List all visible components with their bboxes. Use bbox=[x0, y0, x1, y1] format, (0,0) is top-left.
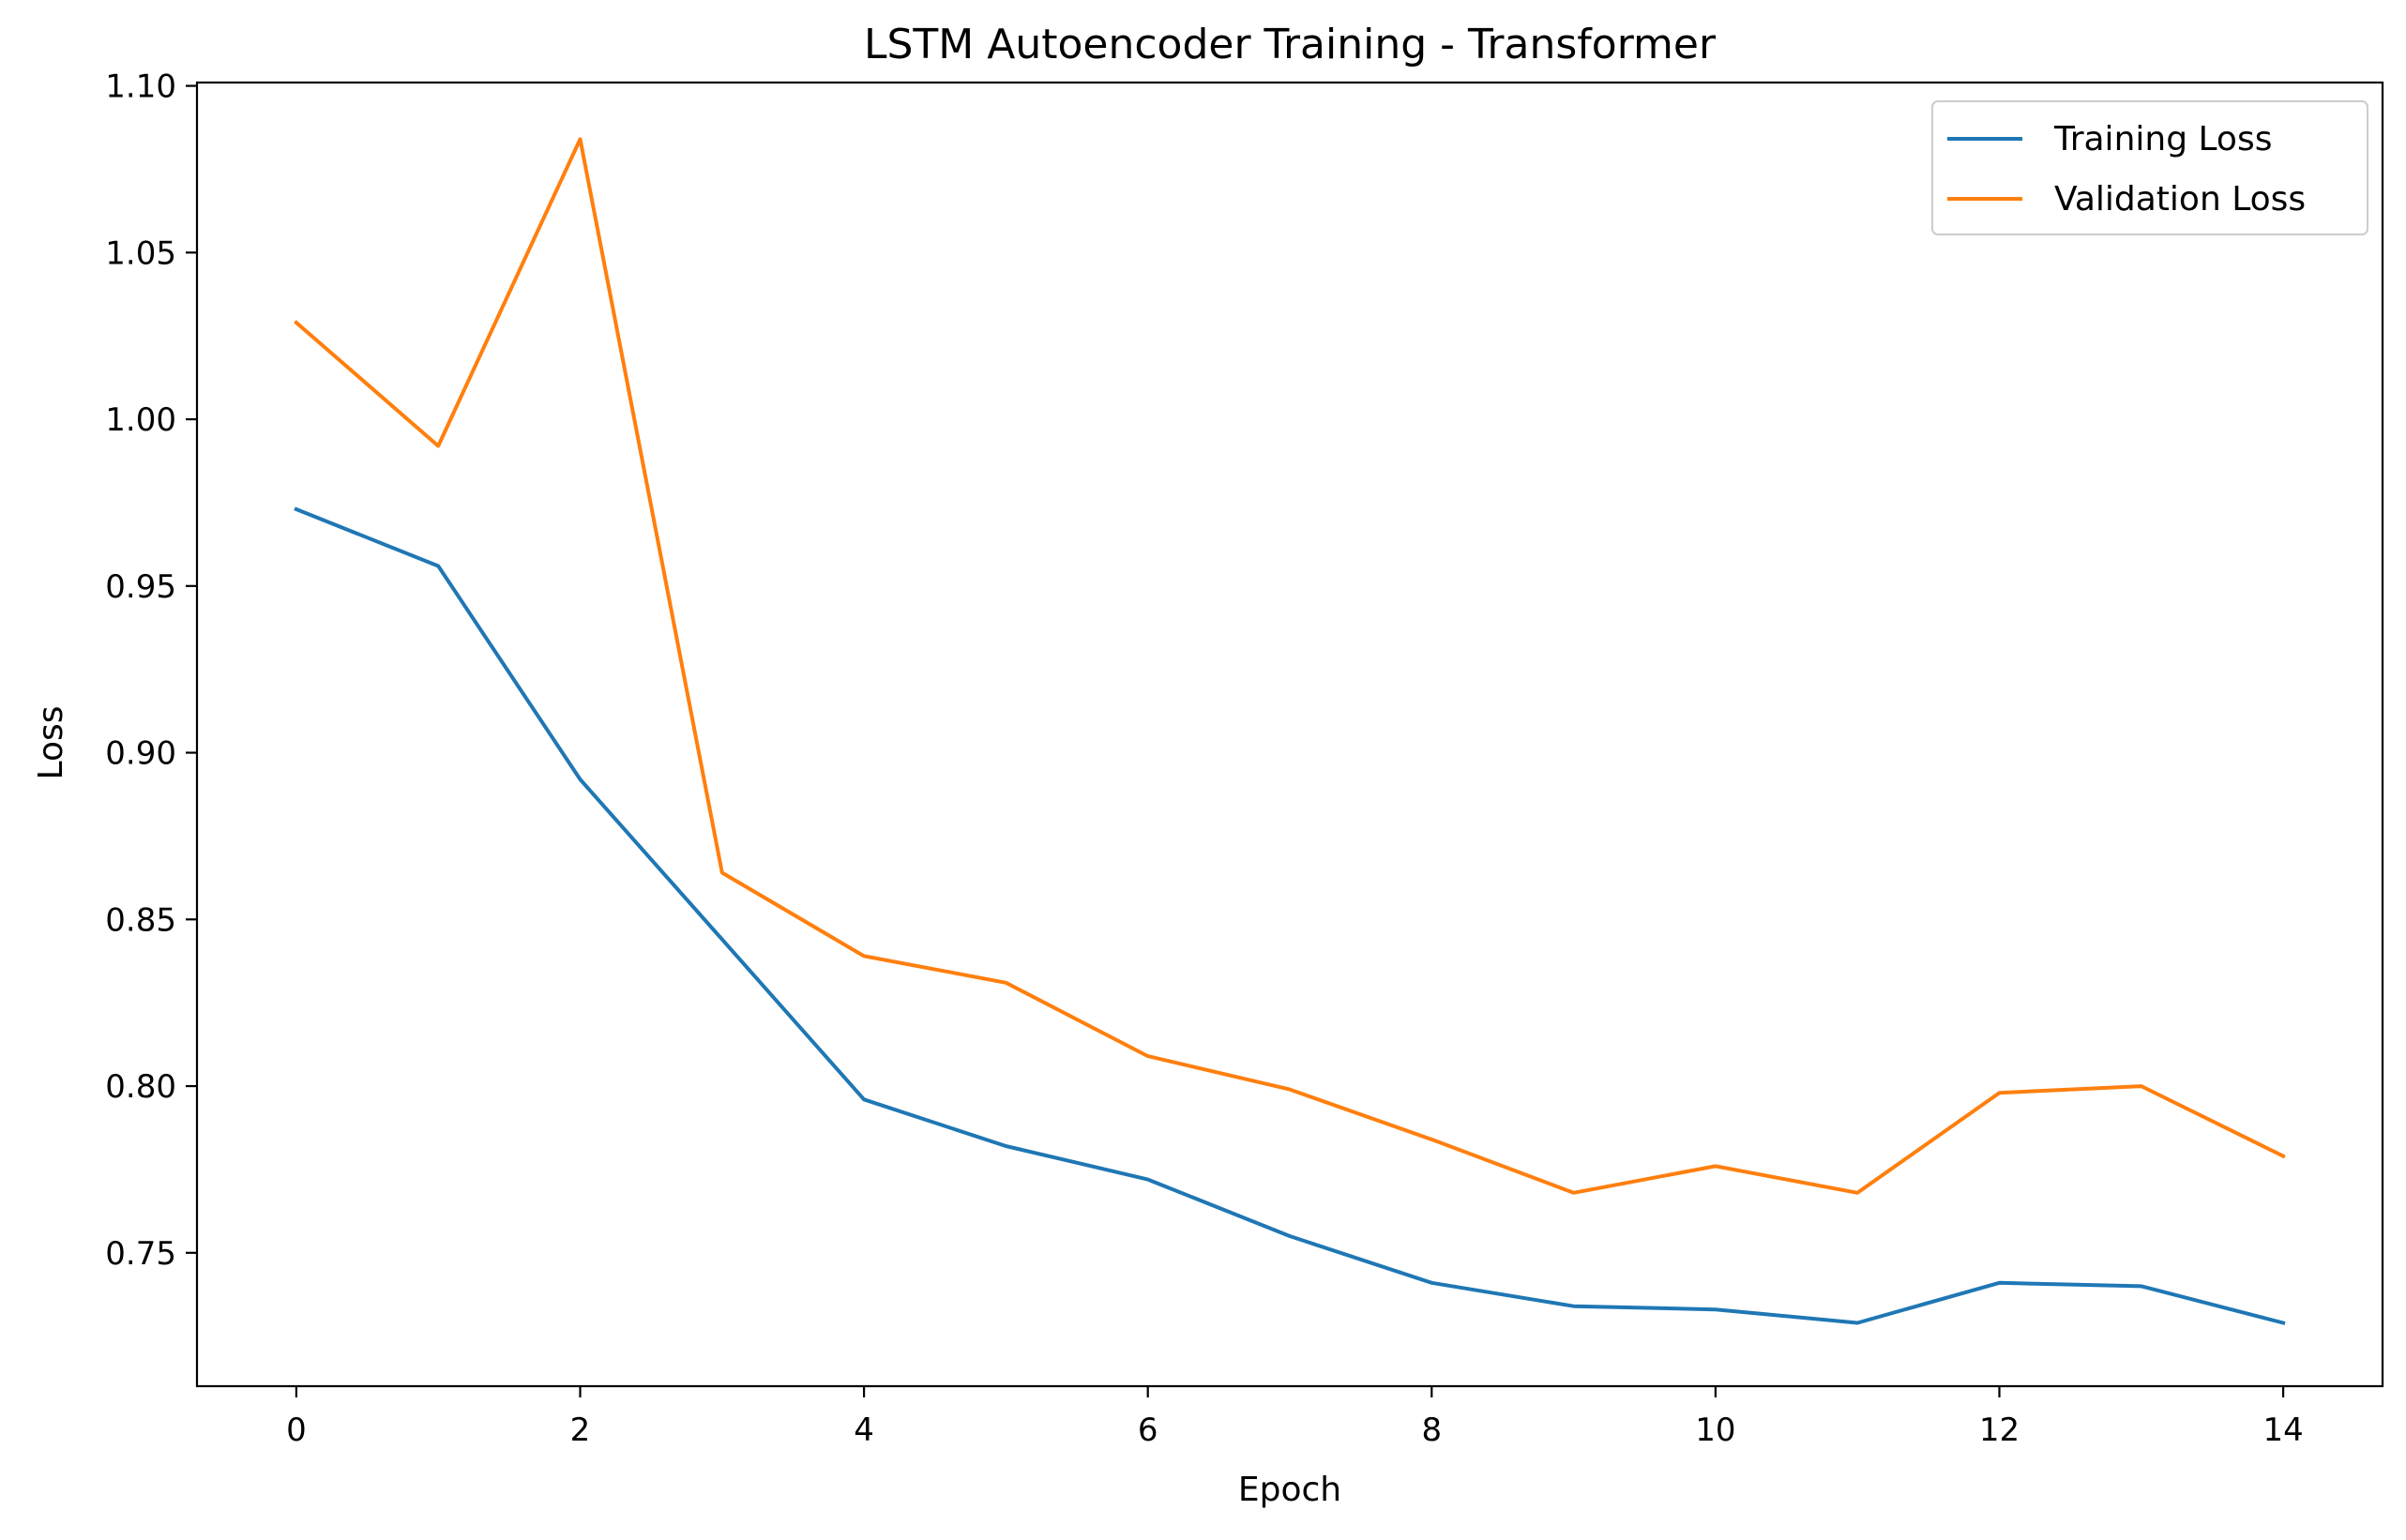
x-tick-label: 10 bbox=[1695, 1412, 1735, 1449]
y-tick-label: 0.80 bbox=[105, 1068, 176, 1106]
x-tick-label: 4 bbox=[854, 1412, 874, 1449]
y-tick-label: 1.00 bbox=[105, 401, 176, 439]
axes-frame bbox=[195, 81, 2384, 1388]
plot-area: 0 2 4 6 8 10 12 14 0.75 0.80 0.85 0.90 0.95 1.00 1.05 1… bbox=[105, 68, 2384, 1449]
y-tick-label: 0.85 bbox=[105, 901, 176, 939]
x-tick-label: 14 bbox=[2262, 1412, 2303, 1449]
x-tick-label: 12 bbox=[1979, 1412, 2020, 1449]
y-tick-label: 0.75 bbox=[105, 1235, 176, 1273]
x-axis-label: Epoch bbox=[1238, 1471, 1341, 1509]
y-tick-label: 1.05 bbox=[105, 234, 176, 272]
y-tick-label: 1.10 bbox=[105, 68, 176, 106]
series-line-validation-loss bbox=[294, 137, 2286, 1195]
y-tick-label: 0.95 bbox=[105, 568, 176, 606]
x-tick-label: 0 bbox=[286, 1412, 307, 1449]
y-axis-label: Loss bbox=[32, 706, 70, 780]
legend-box bbox=[1931, 100, 2368, 235]
chart-title: LSTM Autoencoder Training - Transformer bbox=[864, 21, 1717, 68]
legend-label: Validation Loss bbox=[2054, 180, 2306, 219]
series-line-training-loss bbox=[294, 506, 2286, 1325]
legend-label: Training Loss bbox=[2053, 120, 2272, 159]
x-tick-label: 2 bbox=[570, 1412, 591, 1449]
x-tick-label: 6 bbox=[1138, 1412, 1158, 1449]
x-tick-label: 8 bbox=[1421, 1412, 1442, 1449]
legend: Training Loss Validation Loss bbox=[1931, 100, 2368, 235]
y-tick-label: 0.90 bbox=[105, 735, 176, 773]
